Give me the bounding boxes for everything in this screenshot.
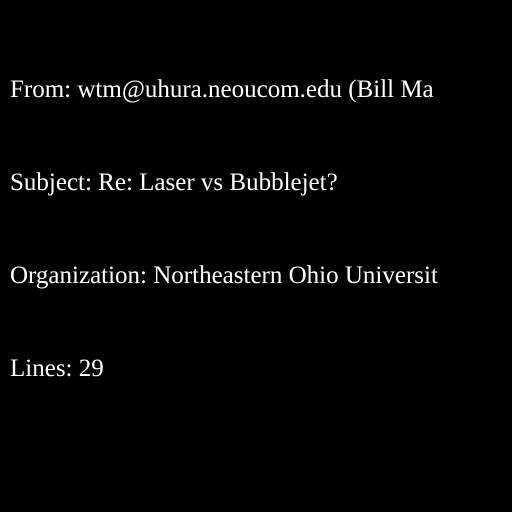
header-lines: Lines: 29	[10, 355, 104, 382]
email-message: From: wtm@uhura.neoucom.edu (Bill Ma Sub…	[10, 12, 447, 512]
blank-line	[10, 446, 447, 477]
header-subject: Subject: Re: Laser vs Bubblejet?	[10, 169, 338, 196]
header-from: From: wtm@uhura.neoucom.edu (Bill Ma	[10, 76, 434, 103]
header-organization: Organization: Northeastern Ohio Universi…	[10, 262, 438, 289]
